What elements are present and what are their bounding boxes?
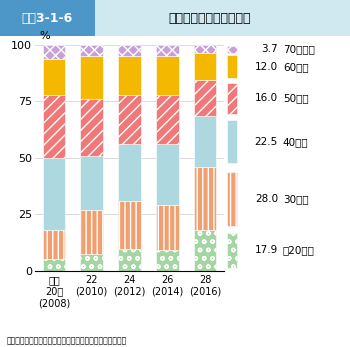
- Bar: [156, 56, 178, 95]
- Bar: [43, 158, 65, 230]
- Bar: [43, 59, 65, 95]
- Bar: [227, 83, 237, 114]
- Text: 12.0: 12.0: [255, 62, 278, 72]
- Bar: [118, 45, 141, 56]
- Bar: [227, 120, 237, 163]
- Text: 16.0: 16.0: [255, 93, 278, 103]
- Bar: [227, 172, 237, 226]
- Bar: [118, 249, 141, 271]
- Bar: [227, 46, 237, 53]
- Bar: [194, 230, 216, 271]
- Bar: [194, 80, 216, 116]
- Bar: [156, 95, 178, 144]
- Bar: [80, 254, 103, 271]
- Text: 60歳代: 60歳代: [283, 62, 309, 72]
- Bar: [43, 230, 65, 260]
- Bar: [156, 144, 178, 205]
- Bar: [156, 251, 178, 271]
- Bar: [43, 260, 65, 271]
- Bar: [118, 56, 141, 95]
- Text: 40歳代: 40歳代: [283, 137, 309, 147]
- Bar: [80, 45, 103, 56]
- Bar: [194, 53, 216, 80]
- Bar: [156, 45, 178, 56]
- Bar: [80, 99, 103, 155]
- Bar: [118, 201, 141, 249]
- Bar: [43, 45, 65, 59]
- Text: 70歳代～: 70歳代～: [283, 44, 315, 54]
- Text: 3.7: 3.7: [261, 44, 278, 54]
- Bar: [80, 56, 103, 99]
- Bar: [156, 205, 178, 251]
- Bar: [80, 210, 103, 254]
- Bar: [118, 95, 141, 144]
- Bar: [227, 55, 237, 78]
- Text: 28.0: 28.0: [255, 194, 278, 204]
- Text: 移住相談者の年代別割合: 移住相談者の年代別割合: [169, 12, 251, 25]
- Text: 50歳代: 50歳代: [283, 93, 309, 103]
- Text: 資料：特定非営利活動法人ふるさと回帰支援センター調べ: 資料：特定非営利活動法人ふるさと回帰支援センター調べ: [7, 336, 127, 345]
- Bar: [43, 95, 65, 158]
- Bar: [80, 155, 103, 210]
- Text: 図表3-1-6: 図表3-1-6: [22, 12, 73, 25]
- Text: 〜20歳代: 〜20歳代: [283, 245, 315, 255]
- Bar: [194, 167, 216, 230]
- Text: %: %: [40, 31, 50, 41]
- Bar: [194, 116, 216, 167]
- Bar: [227, 233, 237, 268]
- Text: 17.9: 17.9: [255, 245, 278, 255]
- Text: 22.5: 22.5: [255, 137, 278, 147]
- Bar: [94, 0, 350, 36]
- Text: 30歳代: 30歳代: [283, 194, 309, 204]
- Bar: [0, 0, 94, 36]
- Bar: [194, 45, 216, 53]
- Bar: [118, 144, 141, 201]
